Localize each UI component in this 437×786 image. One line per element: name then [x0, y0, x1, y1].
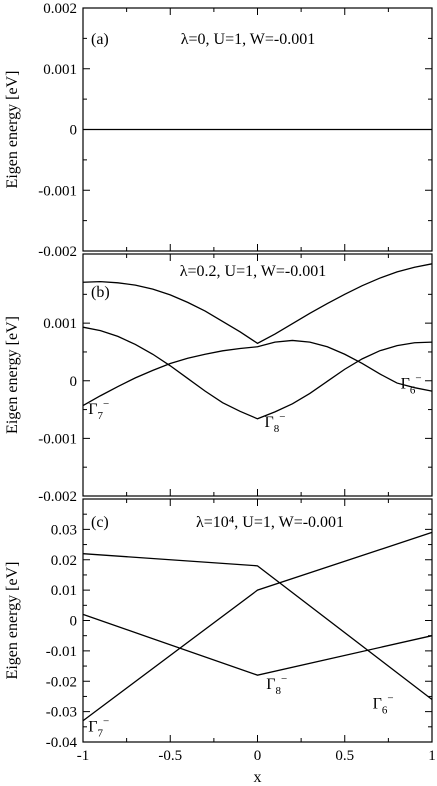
series-line-2	[82, 613, 433, 676]
y-tick-label: 0.002	[43, 1, 77, 17]
panel-title: λ=0, U=1, W=-0.001	[181, 31, 316, 48]
panel-title: λ=10⁴, U=1, W=-0.001	[196, 514, 344, 531]
series-line-3	[82, 531, 433, 722]
x-tick-label: 0.5	[335, 748, 354, 764]
series-line-1	[82, 263, 433, 345]
series-line-1	[82, 553, 433, 700]
y-axis-title: Eigen energy [eV]	[4, 316, 21, 434]
y-tick-label: 0.001	[43, 62, 77, 78]
y-tick-label: -0.02	[46, 674, 77, 690]
y-tick-label: 0.03	[51, 522, 77, 538]
x-tick-label: 1	[428, 748, 436, 764]
panel-label: (a)	[91, 31, 109, 48]
x-axis-title: x	[254, 769, 262, 786]
y-tick-label: 0	[70, 374, 78, 390]
y-tick-label: -0.002	[38, 489, 77, 505]
gamma-annotation: Γ6−	[373, 693, 394, 717]
x-tick-label: 0	[254, 748, 262, 764]
y-tick-label: -0.03	[46, 705, 77, 721]
gamma-annotation: Γ6−	[401, 372, 422, 396]
panel-label: (b)	[91, 284, 110, 301]
panel-label: (c)	[91, 514, 109, 531]
y-tick-label: 0.001	[43, 316, 77, 332]
y-tick-label: 0.01	[51, 583, 77, 599]
panel-3: -0.04 -0.03 -0.02 -0.01 0 0.01 0.02 0.03 -1 -0.5 0…	[4, 498, 436, 786]
gamma-annotation: Γ7−	[88, 715, 109, 739]
y-tick-label: -0.001	[38, 183, 77, 199]
x-tick-label: -1	[77, 748, 90, 764]
panel-2: -0.002 -0.001 0 0.001 Eigen energy [eV] (b) λ=…	[4, 253, 433, 505]
y-tick-label: 0	[70, 614, 78, 630]
y-axis-title: Eigen energy [eV]	[4, 71, 21, 189]
series-line-2	[82, 326, 433, 420]
gamma-annotation: Γ7−	[88, 398, 109, 422]
plot-frame	[82, 253, 433, 497]
y-tick-label: 0.02	[51, 553, 77, 569]
y-tick-label: -0.002	[38, 244, 77, 260]
panel-title: λ=0.2, U=1, W=-0.001	[180, 263, 327, 280]
panel-1: -0.002 -0.001 0 0.001 0.002 Eigen energy [eV]…	[4, 1, 433, 260]
series-line-3	[82, 339, 433, 407]
y-tick-label: -0.01	[46, 644, 77, 660]
gamma-annotation: Γ8−	[264, 411, 285, 435]
y-axis-title: Eigen energy [eV]	[4, 562, 21, 680]
gamma-annotation: Γ8−	[266, 673, 287, 697]
y-tick-label: -0.001	[38, 431, 77, 447]
y-tick-label: 0	[70, 123, 78, 139]
y-tick-label: -0.04	[46, 735, 78, 751]
x-tick-label: -0.5	[158, 748, 182, 764]
